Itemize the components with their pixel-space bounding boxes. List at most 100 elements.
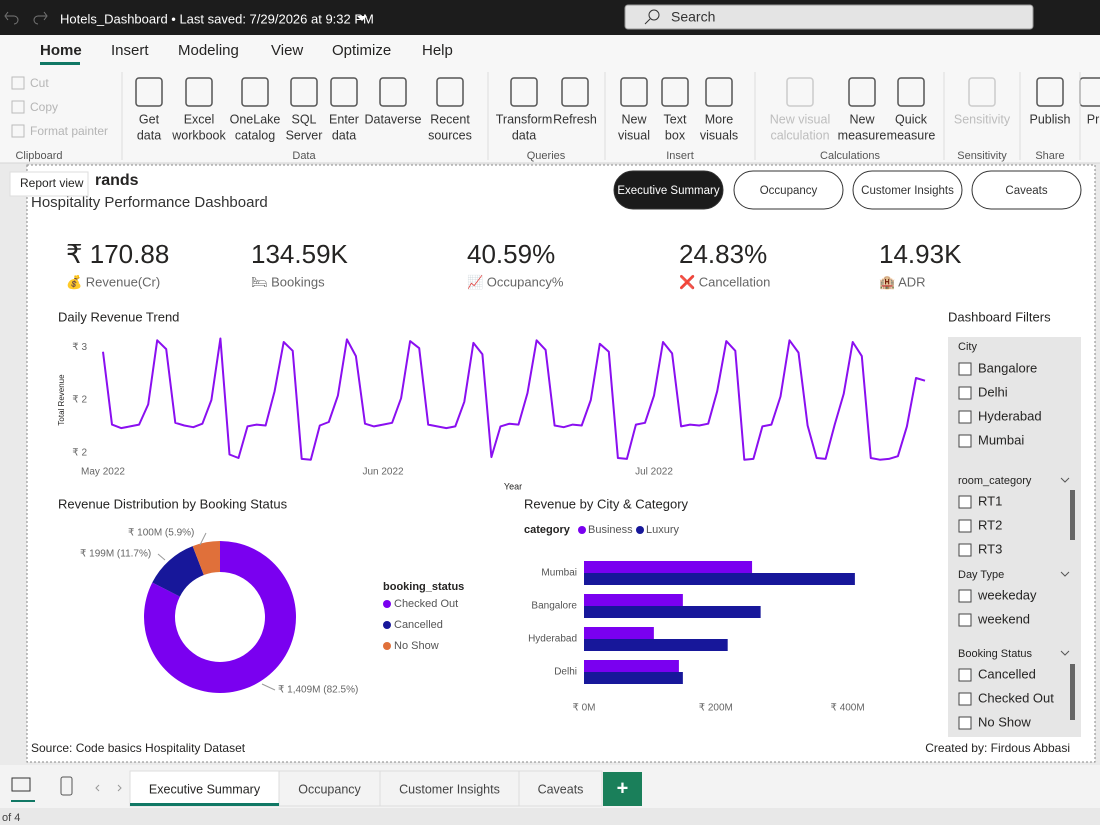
- checkbox[interactable]: [958, 613, 972, 627]
- page-tab[interactable]: [278, 770, 381, 807]
- filter-option[interactable]: No Show: [978, 714, 1031, 729]
- search-text[interactable]: Search: [671, 9, 715, 25]
- ribbon-button[interactable]: Refresh: [553, 112, 597, 126]
- undo-icon[interactable]: [4, 11, 19, 25]
- nav-button[interactable]: [613, 170, 724, 210]
- x-tick-label: May 2022: [81, 467, 125, 478]
- chevron[interactable]: [1060, 650, 1070, 656]
- ribbon: [0, 35, 1100, 163]
- checkbox[interactable]: [958, 668, 972, 682]
- filter-option[interactable]: Hyderabad: [978, 408, 1042, 423]
- ribbon-button[interactable]: data: [137, 128, 161, 142]
- nav-button[interactable]: [733, 170, 844, 210]
- ribbon-button[interactable]: visual: [618, 128, 650, 142]
- ribbon-button[interactable]: catalog: [235, 128, 275, 142]
- filter-option[interactable]: Mumbai: [978, 432, 1024, 447]
- filter-option[interactable]: weekeday: [977, 587, 1037, 602]
- legend-swatch: [383, 642, 391, 650]
- chevron[interactable]: [1060, 477, 1070, 483]
- checkbox[interactable]: [958, 362, 972, 376]
- mobile-view-icon[interactable]: [60, 776, 73, 796]
- add-page-button[interactable]: [603, 772, 642, 806]
- ribbon-button[interactable]: visuals: [700, 128, 738, 142]
- menu-tab[interactable]: Optimize: [332, 42, 391, 59]
- filter-option[interactable]: RT1: [978, 493, 1002, 508]
- search-box[interactable]: [624, 4, 1034, 30]
- bar: [584, 606, 761, 618]
- ribbon-button[interactable]: New visual: [770, 112, 830, 126]
- ribbon-button[interactable]: calculation: [770, 128, 829, 142]
- y-tick-label: Hyderabad: [528, 634, 577, 645]
- ribbon-button[interactable]: box: [665, 128, 686, 142]
- button-icon: [135, 77, 163, 107]
- page-tab-label[interactable]: Customer Insights: [399, 782, 500, 796]
- filter-option[interactable]: Checked Out: [978, 690, 1054, 705]
- ribbon-button[interactable]: Excel: [184, 112, 215, 126]
- page-scroll-arrows[interactable]: [95, 784, 122, 792]
- ribbon-button[interactable]: Publish: [1030, 112, 1071, 126]
- checkbox[interactable]: [958, 716, 972, 730]
- checkbox[interactable]: [958, 589, 972, 603]
- chevron[interactable]: [1060, 571, 1070, 577]
- menu-tab[interactable]: View: [271, 42, 303, 59]
- desktop-view-icon[interactable]: [11, 777, 31, 792]
- checkbox[interactable]: [958, 495, 972, 509]
- ribbon-button[interactable]: SQL: [291, 112, 316, 126]
- nav-button-label[interactable]: Caveats: [1005, 185, 1047, 197]
- ribbon-button[interactable]: data: [512, 128, 536, 142]
- checkbox[interactable]: [958, 692, 972, 706]
- page-tab-label[interactable]: Occupancy: [298, 782, 361, 796]
- page-tab-label[interactable]: Caveats: [538, 782, 584, 796]
- ribbon-button[interactable]: Enter: [329, 112, 359, 126]
- ribbon-button[interactable]: OneLake: [230, 112, 281, 126]
- dropdown-arrow[interactable]: [357, 16, 367, 21]
- checkbox[interactable]: [958, 410, 972, 424]
- ribbon-button[interactable]: Get: [139, 112, 160, 126]
- redo-icon[interactable]: [33, 11, 48, 25]
- ribbon-button[interactable]: Transform: [496, 112, 553, 126]
- checkbox[interactable]: [958, 434, 972, 448]
- add-page-label[interactable]: +: [617, 777, 629, 799]
- ribbon-button[interactable]: measure: [887, 128, 936, 142]
- ribbon-button[interactable]: Pr: [1087, 112, 1100, 126]
- checkbox[interactable]: [958, 543, 972, 557]
- ribbon-button[interactable]: workbook: [171, 128, 226, 142]
- ribbon-button[interactable]: Sensitivity: [954, 112, 1011, 126]
- nav-button-label[interactable]: Occupancy: [760, 185, 818, 197]
- menu-tab[interactable]: Modeling: [178, 42, 239, 59]
- nav-button-label[interactable]: Executive Summary: [617, 185, 720, 197]
- checkbox[interactable]: [958, 519, 972, 533]
- nav-button[interactable]: [852, 170, 963, 210]
- filter-option[interactable]: Bangalore: [978, 360, 1037, 375]
- tooltip: [9, 171, 89, 197]
- nav-button-label[interactable]: Customer Insights: [861, 185, 954, 197]
- ribbon-button[interactable]: Text: [664, 112, 687, 126]
- ribbon-button[interactable]: Cut: [30, 76, 49, 90]
- menu-tab[interactable]: Insert: [111, 42, 149, 59]
- filter-option[interactable]: weekend: [977, 611, 1030, 626]
- filter-option[interactable]: Cancelled: [978, 666, 1036, 681]
- x-tick-label: Jul 2022: [635, 467, 673, 478]
- page-tab[interactable]: [518, 770, 603, 807]
- ribbon-button[interactable]: measure: [838, 128, 887, 142]
- filter-option[interactable]: Delhi: [978, 384, 1008, 399]
- filter-option[interactable]: RT3: [978, 541, 1002, 556]
- menu-tab[interactable]: Help: [422, 42, 453, 59]
- page-tab-label[interactable]: Executive Summary: [149, 782, 261, 796]
- menu-tab[interactable]: Home: [40, 42, 82, 59]
- ribbon-button[interactable]: Dataverse: [365, 112, 422, 126]
- ribbon-button[interactable]: data: [332, 128, 356, 142]
- ribbon-button[interactable]: New: [849, 112, 875, 126]
- ribbon-button[interactable]: New: [621, 112, 647, 126]
- ribbon-button[interactable]: Copy: [30, 100, 58, 114]
- ribbon-button[interactable]: Format painter: [30, 124, 108, 138]
- checkbox[interactable]: [958, 386, 972, 400]
- ribbon-button[interactable]: Server: [286, 128, 323, 142]
- y-tick-label: Mumbai: [541, 568, 577, 579]
- filter-option[interactable]: RT2: [978, 517, 1002, 532]
- ribbon-button[interactable]: Quick: [895, 112, 928, 126]
- ribbon-button[interactable]: sources: [428, 128, 472, 142]
- ribbon-button[interactable]: Recent: [430, 112, 470, 126]
- nav-button[interactable]: [971, 170, 1082, 210]
- ribbon-button[interactable]: More: [705, 112, 734, 126]
